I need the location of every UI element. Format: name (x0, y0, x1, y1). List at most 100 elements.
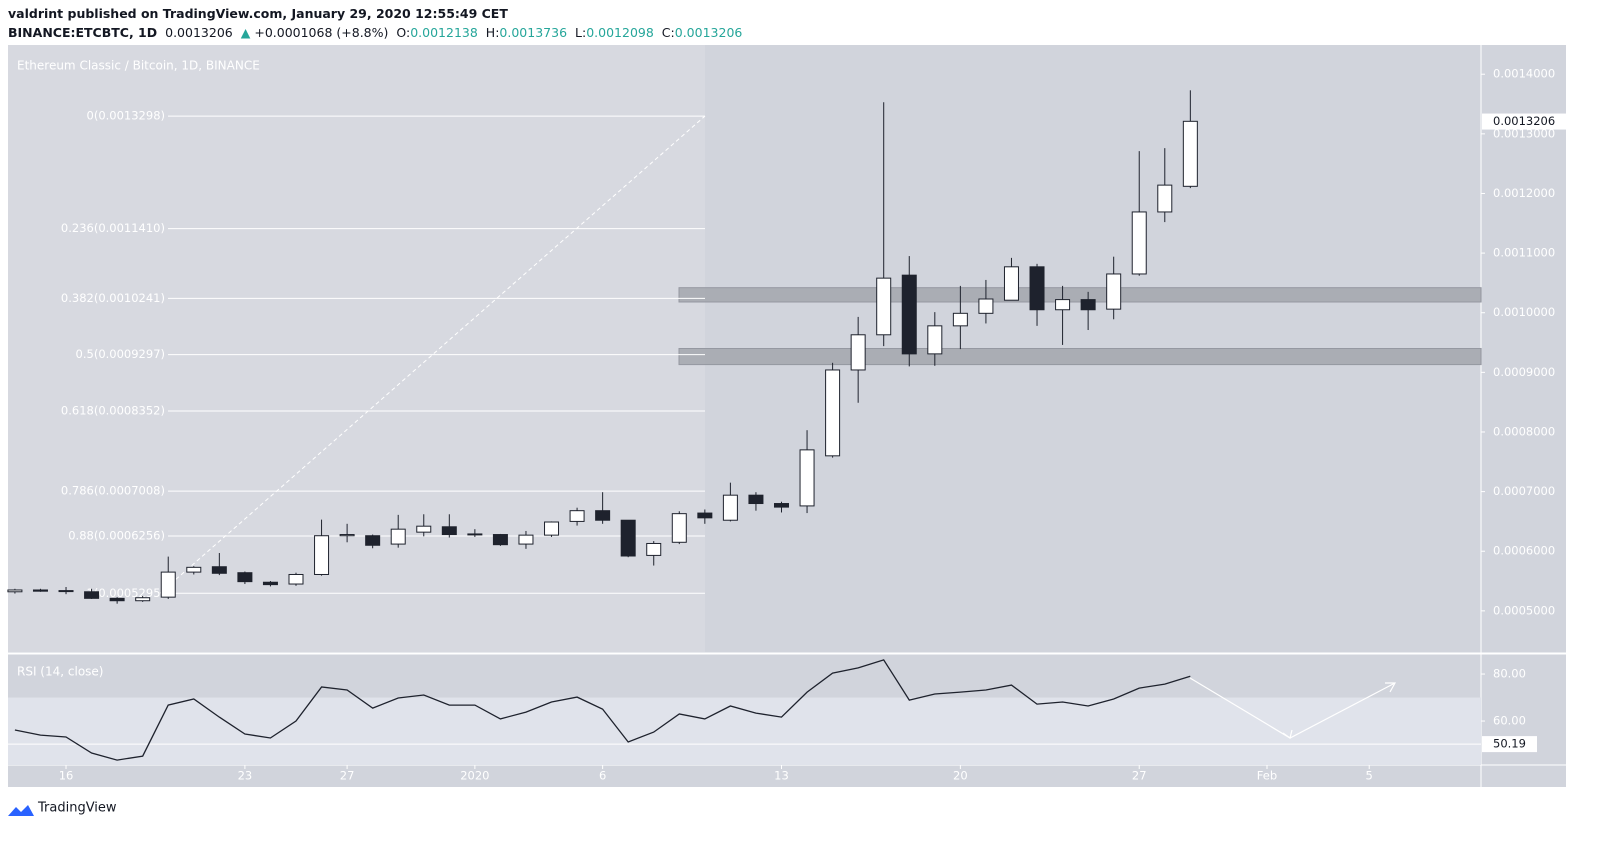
x-tick-label: 27 (340, 769, 355, 783)
fib-label: 0.382(0.0010241) (61, 291, 165, 305)
x-tick-label: Feb (1257, 769, 1277, 783)
o-label: O: (396, 25, 411, 40)
candle-body (1055, 299, 1071, 311)
candle-body (1131, 211, 1147, 275)
candle-body (1003, 266, 1019, 301)
zone (678, 348, 1482, 366)
arrow-head (1385, 682, 1397, 693)
symbol-line: BINANCE:ETCBTC, 1D 0.0013206 ▲ +0.0001068… (8, 25, 746, 40)
candle-body (850, 334, 866, 371)
rsi-pane: 50.19 80.00 60.00 16 23 27 2020 6 13 20 27 Feb 5 RSI … (8, 659, 1537, 783)
x-tick-label: 20 (953, 769, 968, 783)
y-tick-label: 0.0011000 (1493, 246, 1555, 260)
x-tick-label: 2020 (460, 769, 489, 783)
published-line: valdrint published on TradingView.com, J… (8, 6, 512, 21)
fib-label: 0.236(0.0011410) (61, 221, 165, 235)
rsi-level-tag (1482, 736, 1537, 753)
candle-body (825, 369, 841, 457)
y-tick-label: 0.0008000 (1493, 424, 1555, 438)
last: 0.0013206 (165, 25, 233, 40)
price-pane: Ethereum Classic / Bitcoin, 1D, BINANCE 0… (7, 59, 1566, 617)
candle-body (467, 533, 483, 536)
candle-body (32, 589, 48, 592)
pane-title: RSI (14, close) (17, 665, 103, 679)
published: valdrint published on TradingView.com, J… (8, 6, 508, 21)
candle-body (314, 535, 330, 575)
candle-body (748, 494, 764, 505)
arrow-head (1282, 729, 1293, 740)
l-label: L: (575, 25, 587, 40)
candle-body (952, 312, 968, 327)
rsi-level-label: 50.19 (1493, 737, 1526, 751)
y-tick-label: 0.0014000 (1493, 67, 1555, 81)
last-price-tag (1482, 113, 1566, 130)
candle-body (620, 519, 636, 557)
candle-body (1182, 120, 1198, 187)
candle-body (160, 571, 176, 598)
candle-body (1106, 273, 1122, 310)
candle-body (773, 503, 789, 508)
fib-label: 1(0.0005295) (87, 586, 165, 600)
y-tick-label: 60.00 (1493, 714, 1526, 728)
x-tick-label: 5 (1366, 769, 1373, 783)
candle-body (84, 591, 100, 599)
candle-body (1080, 299, 1096, 311)
fib-label: 0.618(0.0008352) (61, 403, 165, 417)
h: 0.0013736 (499, 25, 568, 40)
rsi-line (14, 659, 1191, 761)
candle-body (492, 534, 508, 546)
candle-body (58, 590, 74, 593)
arrow: ▲ (240, 25, 251, 40)
fib-label: 0.5(0.0009297) (76, 347, 165, 361)
candle-body (135, 597, 151, 602)
y-tick-label: 0.0012000 (1493, 186, 1555, 200)
candle-body (978, 298, 994, 314)
h-label: H: (485, 25, 500, 40)
candle-body (262, 581, 278, 586)
zone (678, 287, 1482, 303)
y-tick-label: 0.0010000 (1493, 305, 1555, 319)
fib-area (8, 45, 705, 652)
candle-body (339, 534, 355, 537)
candle-body (876, 277, 892, 336)
last-price-label: 0.0013206 (1493, 114, 1555, 128)
fib-trend (159, 115, 706, 594)
candle-body (211, 566, 227, 574)
y-tick-label: 0.0006000 (1493, 544, 1555, 558)
candle-body (722, 494, 738, 521)
candle-body (646, 542, 662, 556)
candle-body (569, 510, 585, 522)
candle-body (595, 510, 611, 521)
x-tick-label: 6 (599, 769, 606, 783)
x-tick-label: 23 (238, 769, 253, 783)
l: 0.0012098 (586, 25, 654, 40)
candle-body (799, 449, 815, 507)
x-tick-label: 13 (774, 769, 789, 783)
candle-body (7, 589, 23, 593)
candle-body (1157, 184, 1173, 213)
c-label: C: (661, 25, 675, 40)
x-tick-label: 27 (1132, 769, 1147, 783)
candle-body (416, 525, 432, 533)
candle-body (186, 566, 202, 573)
fib-label: 0.786(0.0007008) (61, 484, 165, 498)
y-tick-label: 0.0009000 (1493, 365, 1555, 379)
candle-body (697, 512, 713, 519)
change: +0.0001068 (+8.8%) (254, 25, 389, 40)
candle-body (365, 535, 381, 546)
logo (8, 805, 34, 816)
candle-body (288, 573, 304, 585)
fib-label: 0.88(0.0006256) (68, 528, 165, 542)
y-tick-label: 80.00 (1493, 667, 1526, 681)
candle-body (901, 274, 917, 355)
candle-body (927, 325, 943, 355)
y-tick-label: 0.0005000 (1493, 603, 1555, 617)
candle-body (671, 513, 687, 543)
fib-label: 0(0.0013298) (87, 109, 165, 123)
candle-body (544, 521, 560, 536)
candle-body (518, 534, 534, 545)
rsi-band (8, 697, 1481, 765)
x-tick-label: 16 (59, 769, 74, 783)
